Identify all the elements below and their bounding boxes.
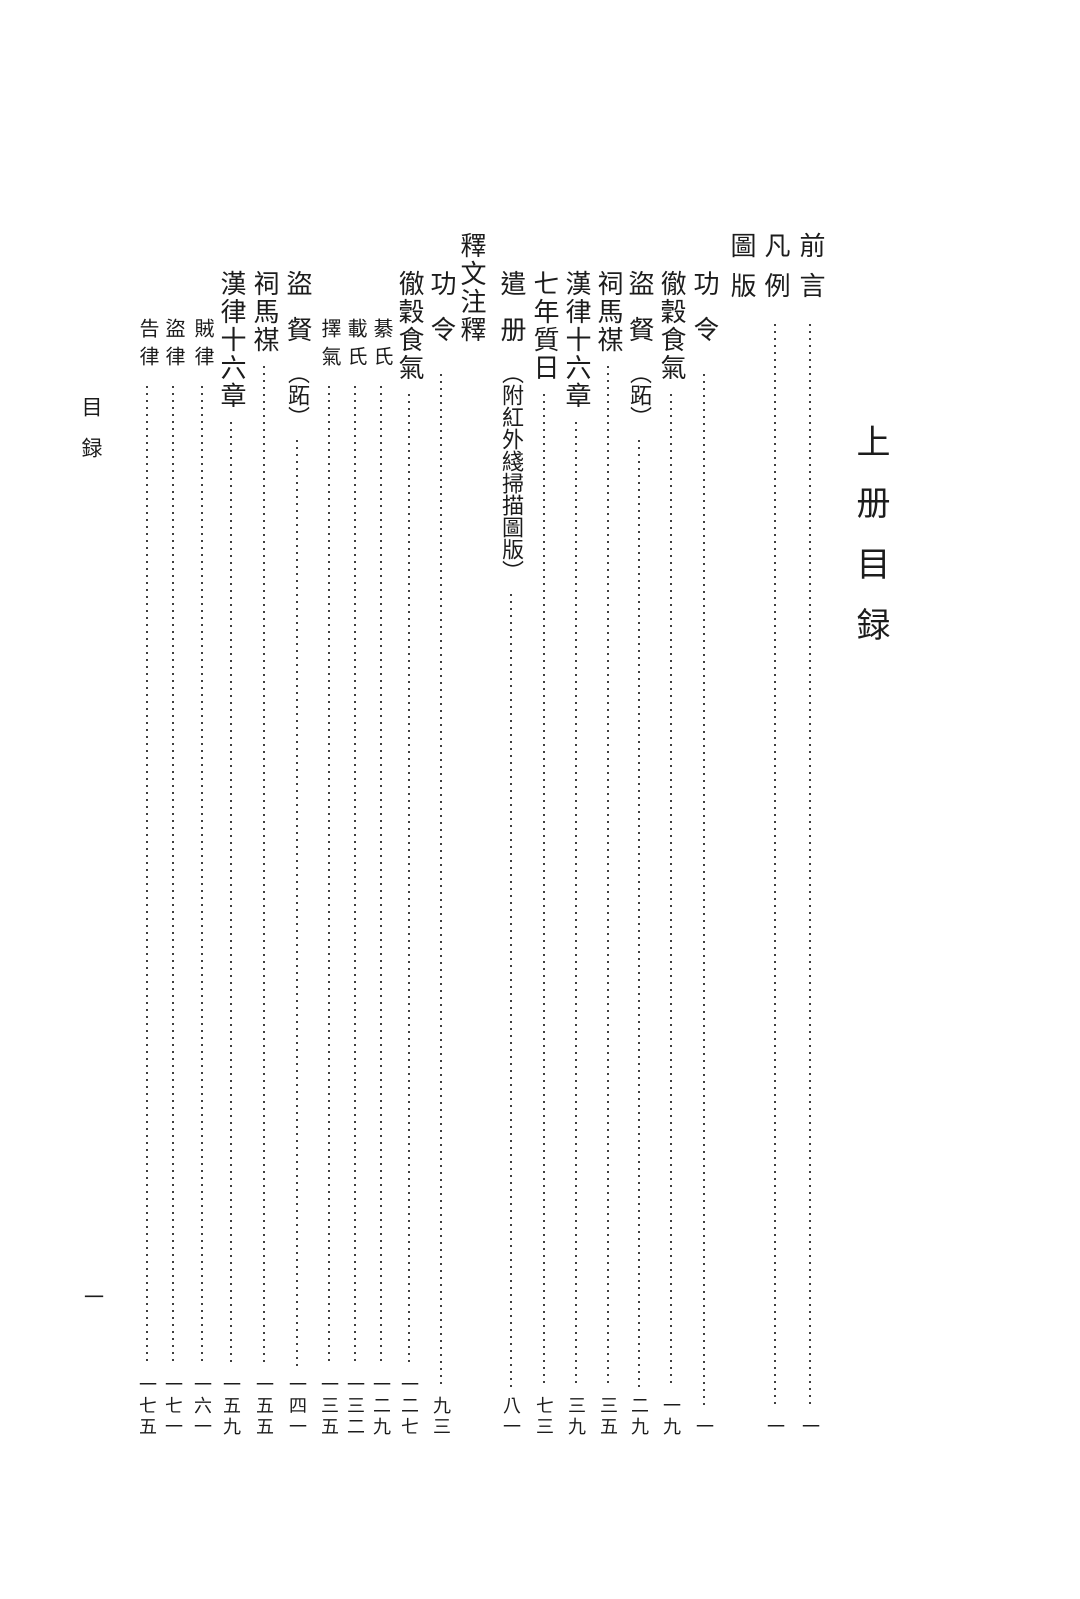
dotted-leader (230, 422, 232, 1366)
entry-label: 功令 (690, 270, 719, 362)
entry-label: 功令 (427, 270, 456, 362)
dotted-leader (703, 374, 705, 1408)
page-number: 一九 (661, 1396, 681, 1438)
toc-entry: 功令 一 (689, 270, 719, 1438)
toc-entry: 漢律十六章 三九 (561, 270, 591, 1438)
dotted-leader (296, 440, 298, 1366)
dotted-leader (146, 386, 148, 1366)
page-number: 一三五 (319, 1375, 339, 1438)
toc-entry: 遣册 （附紅外綫掃描圖版） 八一 (496, 270, 526, 1438)
dotted-leader (201, 386, 203, 1366)
entry-label: 祠馬禖 (250, 270, 279, 354)
entry-label: 遣册 (497, 270, 526, 362)
entry-label: 漢律十六章 (562, 270, 591, 410)
toc-entry: 徹穀食氣 一二七 (394, 270, 424, 1438)
toc-entry: 功令 九三 (426, 270, 456, 1438)
entry-note: （跖） (285, 362, 310, 428)
dotted-leader (638, 440, 640, 1387)
page-number: 一三二 (345, 1375, 365, 1438)
dotted-leader (670, 394, 672, 1387)
entry-label: 七年質日 (530, 270, 559, 382)
dotted-leader (354, 386, 356, 1366)
toc-subentry: 告律 一七五 (135, 318, 159, 1438)
entry-label: 凡例 (761, 232, 790, 312)
page-number: 八一 (501, 1396, 521, 1438)
page-number: 一二九 (371, 1375, 391, 1438)
entry-label: 告律 (136, 318, 158, 374)
entry-label: 綦氏 (370, 318, 392, 374)
entry-label: 賊律 (191, 318, 213, 374)
entry-label: 載氏 (344, 318, 366, 374)
page-number: 三五 (598, 1396, 618, 1438)
folio-number: 一 (84, 1287, 104, 1309)
page-number: 一七一 (163, 1375, 183, 1438)
entry-label: 漢律十六章 (217, 270, 246, 410)
section-heading-label: 圖版 (727, 232, 756, 312)
page-number: 一 (694, 1417, 714, 1438)
page-number: 一四一 (287, 1375, 307, 1438)
page-number: 一二七 (399, 1375, 419, 1438)
toc-entry-preface: 前言 一 (795, 232, 825, 1438)
section-heading-plates: 圖版 (726, 232, 756, 312)
page-number: 一 (800, 1417, 820, 1438)
volume-title: 上册目録 (851, 424, 888, 668)
toc-subentry: 擇氣 一三五 (317, 318, 341, 1438)
page-number: 三九 (566, 1396, 586, 1438)
page-number: 九三 (431, 1396, 451, 1438)
dotted-leader (774, 324, 776, 1408)
page-number: 七三 (534, 1396, 554, 1438)
dotted-leader (575, 422, 577, 1387)
toc-entry: 漢律十六章 一五九 (216, 270, 246, 1438)
entry-label: 盜律 (162, 318, 184, 374)
page-number: 一五五 (254, 1375, 274, 1438)
dotted-leader (809, 324, 811, 1408)
toc-subentry: 盜律 一七一 (161, 318, 185, 1438)
section-heading-transcription: 釋文注釋 (456, 232, 486, 344)
entry-label: 盜䝳 (283, 270, 312, 362)
entry-label: 徹穀食氣 (657, 270, 686, 382)
entry-note: （附紅外綫掃描圖版） (499, 362, 524, 582)
page-number: 一 (765, 1417, 785, 1438)
entry-label: 前言 (796, 232, 825, 312)
toc-subentry: 賊律 一六一 (190, 318, 214, 1438)
entry-note: （跖） (627, 362, 652, 428)
toc-entry: 祠馬禖 三五 (593, 270, 623, 1438)
toc-entry-conventions: 凡例 一 (760, 232, 790, 1438)
toc-entry: 祠馬禖 一五五 (249, 270, 279, 1438)
entry-label: 徹穀食氣 (395, 270, 424, 382)
toc-entry: 盜䝳 （跖） 二九 (624, 270, 654, 1438)
page-number: 一六一 (192, 1375, 212, 1438)
dotted-leader (380, 386, 382, 1366)
dotted-leader (543, 394, 545, 1387)
page-number: 二九 (629, 1396, 649, 1438)
dotted-leader (510, 594, 512, 1387)
dotted-leader (440, 374, 442, 1387)
entry-label: 盜䝳 (625, 270, 654, 362)
toc-subentry: 載氏 一三二 (343, 318, 367, 1438)
running-header: 目録 (79, 396, 103, 478)
dotted-leader (607, 366, 609, 1387)
toc-entry: 七年質日 七三 (529, 270, 559, 1438)
dotted-leader (328, 386, 330, 1366)
dotted-leader (408, 394, 410, 1366)
page-number: 一五九 (221, 1375, 241, 1438)
toc-entry: 盜䝳 （跖） 一四一 (282, 270, 312, 1438)
dotted-leader (263, 366, 265, 1366)
entry-label: 擇氣 (318, 318, 340, 374)
dotted-leader (172, 386, 174, 1366)
entry-label: 祠馬禖 (594, 270, 623, 354)
page-number: 一七五 (137, 1375, 157, 1438)
toc-entry: 徹穀食氣 一九 (656, 270, 686, 1438)
toc-subentry: 綦氏 一二九 (369, 318, 393, 1438)
section-heading-label: 釋文注釋 (457, 232, 486, 344)
